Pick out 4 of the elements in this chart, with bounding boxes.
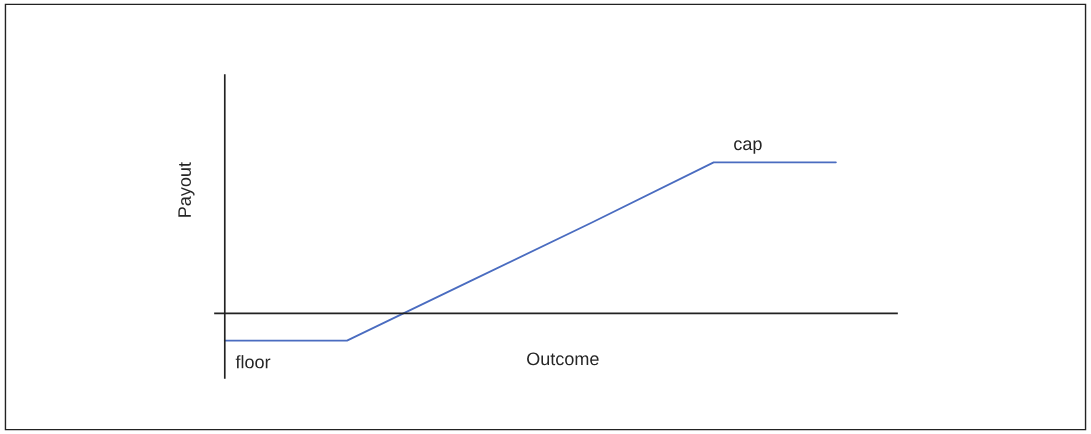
y-axis-title: Payout [178,162,195,217]
text: cap [734,140,762,154]
text: floor [235,355,271,369]
x-axis-title: Outcome [527,352,599,366]
